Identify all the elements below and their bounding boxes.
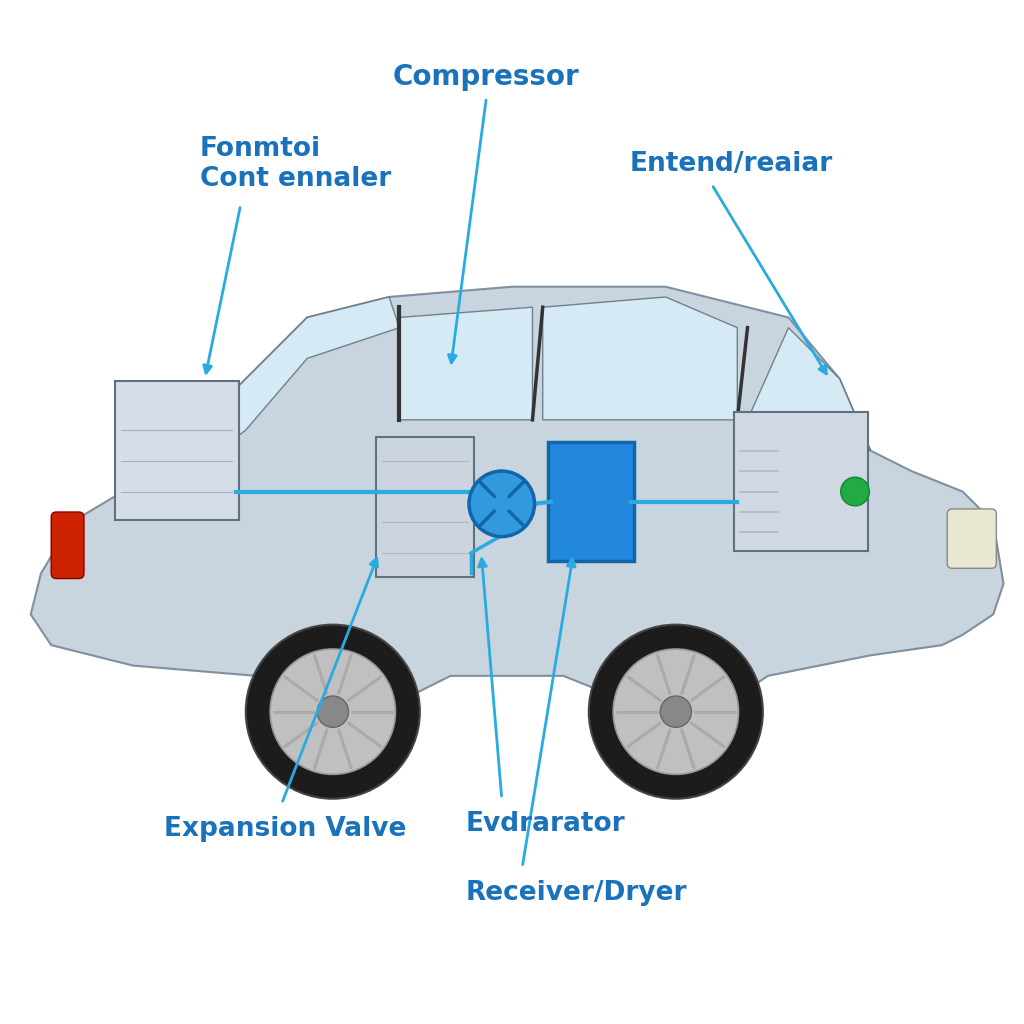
Polygon shape [543, 297, 737, 420]
Polygon shape [399, 307, 532, 420]
FancyBboxPatch shape [947, 509, 996, 568]
Circle shape [613, 649, 738, 774]
Circle shape [841, 477, 869, 506]
FancyBboxPatch shape [115, 381, 239, 520]
Circle shape [317, 696, 348, 727]
FancyBboxPatch shape [51, 512, 84, 579]
Polygon shape [788, 420, 819, 445]
Circle shape [660, 696, 691, 727]
Text: Receiver/Dryer: Receiver/Dryer [466, 880, 687, 906]
Polygon shape [195, 297, 399, 461]
FancyBboxPatch shape [548, 442, 634, 561]
Text: Fonmtoi
Cont ennaler: Fonmtoi Cont ennaler [200, 136, 391, 191]
Polygon shape [748, 328, 870, 451]
Circle shape [469, 471, 535, 537]
Text: Expansion Valve: Expansion Valve [164, 816, 407, 843]
Polygon shape [31, 287, 1004, 717]
Circle shape [246, 625, 420, 799]
Circle shape [589, 625, 763, 799]
Text: Compressor: Compressor [393, 62, 580, 91]
Circle shape [270, 649, 395, 774]
FancyBboxPatch shape [734, 412, 868, 551]
Text: Entend/reaiar: Entend/reaiar [630, 151, 833, 177]
FancyBboxPatch shape [376, 437, 474, 577]
Text: Evdrarator: Evdrarator [466, 811, 626, 838]
